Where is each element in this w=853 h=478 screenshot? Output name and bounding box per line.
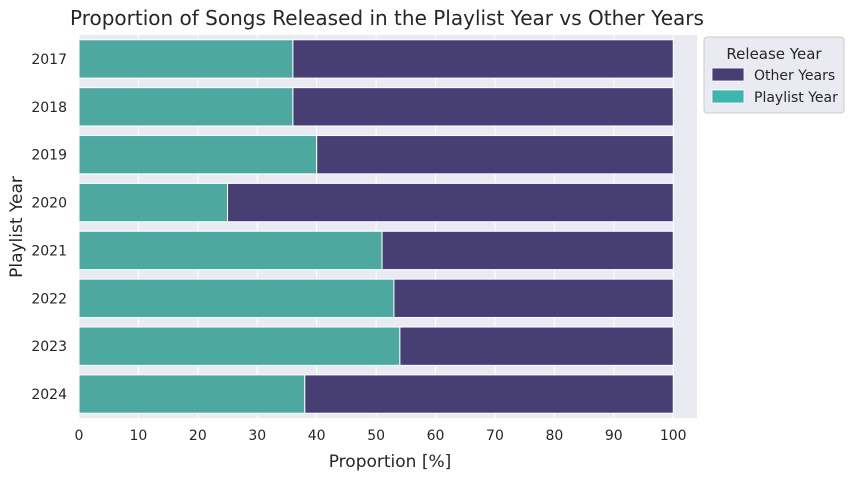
- x-tick-label: 80: [545, 428, 563, 444]
- x-tick-label: 90: [605, 428, 623, 444]
- bar-other-years-2019: [316, 135, 674, 175]
- legend-title: Release Year: [726, 45, 822, 63]
- x-tick-label: 0: [75, 428, 84, 444]
- y-tick-label: 2023: [31, 339, 67, 355]
- bar-other-years-2020: [227, 182, 674, 223]
- y-tick-label: 2022: [31, 291, 67, 307]
- y-tick-label: 2024: [31, 387, 67, 403]
- legend-label-playlist-year: Playlist Year: [754, 90, 838, 106]
- bar-playlist-year-2018: [78, 87, 294, 127]
- x-tick-label: 40: [308, 428, 326, 444]
- x-tick-label: 50: [367, 428, 385, 444]
- bar-playlist-year-2021: [78, 230, 383, 271]
- bar-other-years-2024: [304, 374, 674, 414]
- x-tick-label: 10: [130, 428, 148, 444]
- chart-title: Proportion of Songs Released in the Play…: [70, 6, 704, 30]
- bar-other-years-2018: [292, 87, 674, 127]
- bar-playlist-year-2023: [78, 326, 401, 366]
- x-tick-label: 20: [189, 428, 207, 444]
- y-tick-labels: 2017 2018 2019 2020 2021 2022 2023 2024: [31, 52, 67, 403]
- y-tick-label: 2017: [31, 52, 67, 68]
- bar-other-years-2021: [381, 230, 674, 271]
- x-tick-label: 70: [486, 428, 504, 444]
- x-tick-label: 30: [248, 428, 266, 444]
- y-tick-label: 2018: [31, 100, 67, 116]
- legend-label-other-years: Other Years: [754, 68, 835, 84]
- bar-playlist-year-2024: [78, 374, 306, 414]
- x-tick-label: 60: [427, 428, 445, 444]
- bar-other-years-2017: [292, 39, 674, 79]
- y-tick-label: 2019: [31, 148, 67, 164]
- bar-playlist-year-2017: [78, 39, 294, 79]
- legend: Release Year Other Years Playlist Year: [703, 36, 845, 114]
- x-axis-label: Proportion [%]: [329, 452, 452, 472]
- x-tick-label: 100: [660, 428, 687, 444]
- y-axis-label: Playlist Year: [7, 176, 27, 278]
- legend-swatch-playlist-year: [711, 89, 745, 104]
- y-tick-label: 2020: [31, 196, 67, 212]
- bar-playlist-year-2020: [78, 182, 229, 223]
- bar-other-years-2022: [393, 278, 674, 318]
- bar-playlist-year-2019: [78, 135, 318, 175]
- bar-other-years-2023: [399, 326, 674, 366]
- x-tick-labels: 0 10 20 30 40 50 60 70 80 90 100: [75, 428, 687, 444]
- bar-playlist-year-2022: [78, 278, 395, 318]
- legend-swatch-other-years: [711, 67, 745, 82]
- bars: [78, 39, 674, 414]
- y-tick-label: 2021: [31, 243, 67, 259]
